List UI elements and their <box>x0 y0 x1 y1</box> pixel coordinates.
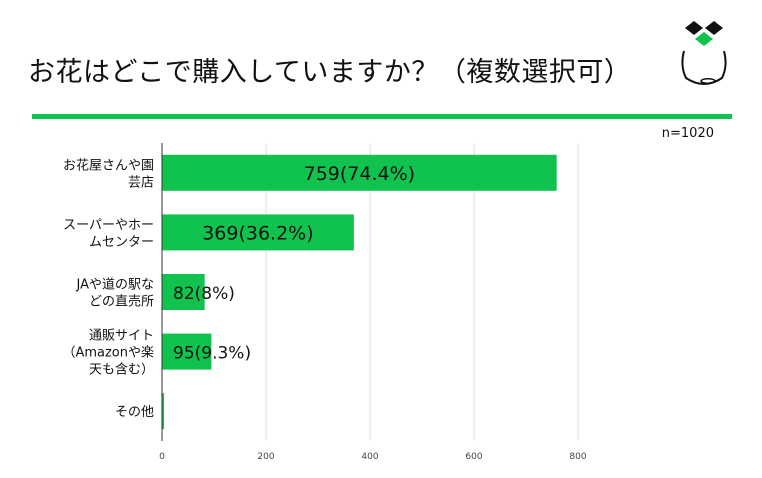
x-tick-label: 400 <box>361 452 378 462</box>
x-tick-label: 800 <box>569 452 586 462</box>
bar <box>162 393 165 430</box>
sample-size-label: n=1020 <box>661 126 714 141</box>
category-label: お花屋さんや園 <box>63 157 154 173</box>
category-label: 芸店 <box>128 174 154 190</box>
x-tick-label: 200 <box>257 452 274 462</box>
data-label: 82(8%) <box>173 284 235 304</box>
category-label: ムセンター <box>89 235 154 250</box>
category-label: （Amazonや楽 <box>62 345 154 361</box>
page-title: お花はどこで購入していますか？（複数選択可） <box>28 57 632 88</box>
bar <box>162 333 212 370</box>
category-label: 通販サイト <box>89 329 154 344</box>
category-label: JAや道の駅な <box>76 278 155 293</box>
data-label: 369(36.2%) <box>202 222 313 244</box>
x-tick-label: 600 <box>465 452 482 462</box>
title-underline <box>32 114 732 119</box>
bar <box>162 214 354 251</box>
flowerpot-logo-icon <box>681 21 727 85</box>
category-label: その他 <box>115 405 154 420</box>
data-label: 95(9.3%) <box>173 344 251 364</box>
data-label: 759(74.4%) <box>304 163 415 185</box>
category-label: スーパーやホー <box>63 218 154 233</box>
bar <box>162 274 205 310</box>
bar <box>162 154 557 191</box>
x-tick-label: 0 <box>159 452 165 462</box>
category-label: どの直売所 <box>89 294 154 310</box>
category-label: 天も含む） <box>89 362 154 378</box>
